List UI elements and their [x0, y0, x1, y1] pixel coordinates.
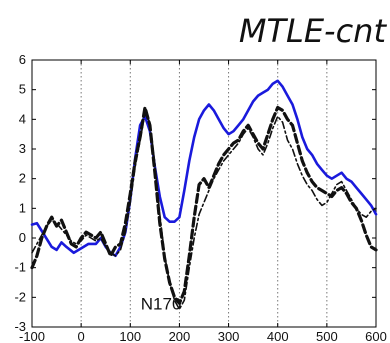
x-tick-label: 500: [316, 329, 338, 343]
x-tick-label: 100: [119, 329, 141, 343]
y-tick-label: 1: [19, 200, 26, 215]
x-tick-label: 200: [169, 329, 191, 343]
y-tick-label: -1: [14, 260, 26, 275]
y-tick-label: 3: [19, 141, 26, 156]
series-layer: [30, 79, 378, 310]
x-tick-label: 300: [218, 329, 240, 343]
series-line-3-dashdot: [31, 112, 377, 310]
x-tick-label: -100: [19, 329, 45, 343]
plot-frame: [31, 59, 377, 328]
series-line-1-solid: [30, 79, 378, 258]
x-tick-label: 400: [267, 329, 289, 343]
annotation-layer: N170: [141, 294, 182, 313]
series-line-2-dashed: [30, 105, 378, 305]
plot-axes: -3 -2 -1 0 1 2 3 4 5 6 -100 0 100 200 300 400 500 600: [14, 52, 386, 343]
y-tick-label: 4: [19, 111, 26, 126]
y-tick-label: -2: [14, 289, 26, 304]
x-tick-label: 600: [365, 329, 387, 343]
y-tick-label: 2: [19, 171, 26, 186]
y-tick-label: 5: [19, 82, 26, 97]
chart-title: MTLE-cnt: [239, 12, 388, 50]
y-tick-label: -3: [14, 319, 26, 334]
x-tick-label: 0: [78, 329, 85, 343]
y-tick-label: 0: [19, 230, 26, 245]
y-tick-label: 6: [19, 52, 26, 67]
annotation-n170: N170: [141, 294, 182, 313]
